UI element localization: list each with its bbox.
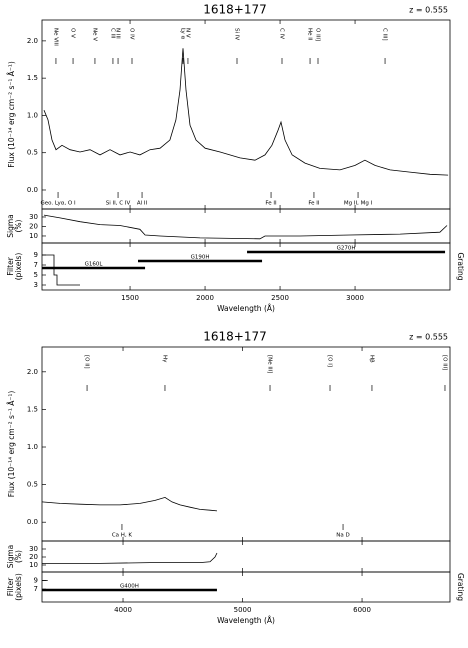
y-tick-label: 2.0 [27,368,38,376]
flux-curve [43,48,449,176]
x-axis-label: Wavelength (Å) [217,616,275,625]
grating-label: G270H [337,246,356,252]
absorption-label: Mg II, Mg I [344,201,373,207]
line-id-label: O IV [129,28,135,40]
y-tick-label: 10 [29,561,38,569]
sigma-curve [43,214,448,240]
line-id-label: C III [109,28,115,39]
y-axis-label: Sigma [6,214,15,238]
line-id-label: [O II] [84,355,90,369]
redshift-label: z = 0.555 [409,333,448,342]
y-tick-label: 20 [29,553,38,561]
chart-title: 1618+177 [203,3,267,17]
y-tick-label: 30 [29,213,38,221]
chart-title: 1618+177 [203,330,267,344]
line-id-label: O III] [315,28,321,41]
y-tick-label: 20 [29,222,38,230]
grating-label: G160L [85,262,104,268]
y-tick-label: 1.0 [27,111,38,119]
line-id-label: N V [184,28,190,38]
y-tick-label: 9 [34,577,38,585]
y-tick-label: 0.5 [27,481,38,489]
y-axis-label: Filter [6,577,15,596]
y-tick-label: 1.0 [27,443,38,451]
line-id-label: C IV [279,28,285,39]
y-tick-label: 1.5 [27,405,38,413]
x-tick-label: 1500 [121,294,139,302]
grating-label: G400H [120,584,139,590]
plot-frame [41,208,451,244]
sigma-curve [42,552,218,564]
line-id-label: He II [307,28,313,41]
x-tick-label: 6000 [353,606,371,614]
grating-label: G190H [191,255,210,261]
plot-frame [41,19,451,210]
y-tick-label: 7 [34,585,38,593]
filter-curve [42,254,80,286]
plot-frame [41,242,451,291]
y-tick-label: 0.0 [27,186,38,194]
line-id-label: Ne VIII [52,28,58,46]
absorption-label: Si II, C IV [106,201,131,207]
x-tick-label: 3000 [346,294,364,302]
y-tick-label: 10 [29,232,38,240]
line-id-label: Hγ [161,355,167,363]
x-tick-label: 2000 [196,294,214,302]
line-id-label: C III] [382,28,388,41]
line-id-label: Ly α [180,28,186,40]
y-tick-label: 0.5 [27,149,38,157]
y-tick-label: 2.0 [27,37,38,45]
line-id-label: Si IV [234,28,240,40]
plot-frame [41,571,451,603]
x-tick-label: 4000 [114,606,132,614]
line-id-label: O V [70,28,76,38]
line-id-label: [Ne III] [267,355,273,373]
flux-curve [41,496,218,512]
absorption-label: Ca H, K [112,533,133,539]
x-tick-label: 2500 [271,294,289,302]
line-id-label: [O I] [327,355,333,367]
x-axis-label: Wavelength (Å) [217,304,275,313]
y-axis-label: (pixels) [14,253,23,281]
x-tick-label: 5000 [234,606,252,614]
plot-frame [41,540,451,573]
y-axis-label: Sigma [6,545,15,569]
plot-frame [41,346,451,542]
line-id-label: [O III] [441,355,447,370]
y-tick-label: 0.0 [27,518,38,526]
y-axis-label: Flux (10⁻¹⁴ erg cm⁻² s⁻¹ Å⁻¹) [7,391,16,498]
redshift-label: z = 0.555 [409,6,448,15]
y-axis-label: (%) [14,550,23,563]
absorption-label: Fe II [265,201,277,207]
line-id-label: Hβ [368,355,374,363]
y-tick-label: 9 [34,251,38,259]
right-axis-label: Grating [456,573,465,601]
y-tick-label: 3 [34,281,38,289]
y-tick-label: 1.5 [27,74,38,82]
y-tick-label: 5 [34,271,38,279]
absorption-label: Al II [137,201,148,207]
y-axis-label: (pixels) [14,573,23,601]
absorption-label: Na D [336,533,349,539]
y-tick-label: 30 [29,545,38,553]
right-axis-label: Grating [456,252,465,280]
y-axis-label: Flux (10⁻¹⁴ erg cm⁻² s⁻¹ Å⁻¹) [7,61,16,168]
absorption-label: Geo. Lyα, O I [41,201,76,207]
y-axis-label: (%) [14,219,23,232]
line-id-label: Ne V [91,28,97,41]
line-id-label: N III [115,28,121,39]
y-tick-label: 7 [34,261,38,269]
y-axis-label: Filter [6,256,15,275]
absorption-label: Fe II [308,201,320,207]
